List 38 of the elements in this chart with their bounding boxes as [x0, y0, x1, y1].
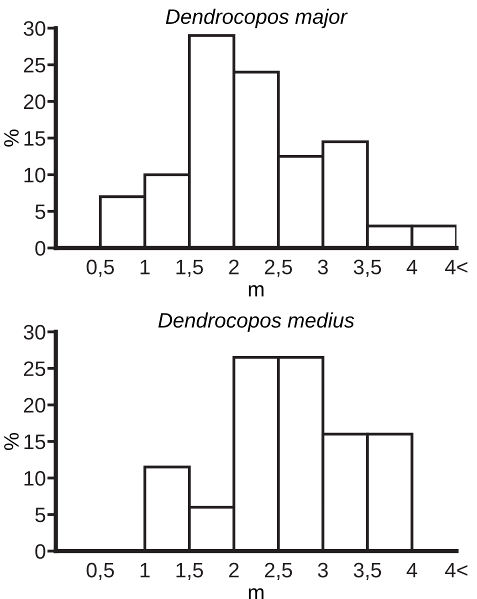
x-tick-label: 2 — [229, 260, 239, 274]
x-tick-label: 3 — [318, 260, 328, 274]
x-tick-label: 4< — [445, 562, 468, 578]
x-tick-label: 1,5 — [176, 260, 203, 277]
x-tick-label: 1 — [140, 562, 150, 578]
y-tick-label: 25 — [24, 361, 46, 376]
y-tick-label: 5 — [35, 508, 46, 522]
y-tick-label: 30 — [24, 324, 46, 340]
chart-title: Dendrocopos medius — [158, 312, 354, 332]
y-axis-title: % — [4, 130, 19, 147]
x-tick-label: 2,5 — [264, 562, 292, 580]
y-tick-label: 0 — [35, 240, 46, 256]
x-tick-label: 1,5 — [176, 562, 203, 580]
x-tick-label: 3 — [318, 562, 328, 578]
chart-title: Dendrocopos major — [166, 8, 348, 28]
y-tick-label: 20 — [24, 398, 46, 413]
y-tick-label: 10 — [24, 168, 46, 182]
x-tick-label: 0,5 — [86, 562, 114, 580]
x-tick-label: 2,5 — [264, 260, 292, 277]
y-tick-label: 30 — [24, 21, 46, 36]
y-tick-label: 25 — [24, 58, 46, 73]
x-tick-label: 3,5 — [354, 562, 382, 580]
x-tick-label: 4 — [406, 562, 418, 578]
y-tick-label: 15 — [24, 434, 46, 450]
x-tick-label: 2 — [229, 562, 239, 578]
x-tick-label: 4 — [406, 260, 418, 274]
x-axis-title: m — [248, 285, 264, 296]
y-axis-title: % — [4, 432, 19, 450]
x-axis-title: m — [248, 588, 264, 599]
x-tick-label: 4< — [445, 260, 468, 274]
x-tick-label: 0,5 — [86, 260, 114, 277]
y-tick-label: 0 — [35, 544, 46, 559]
y-tick-label: 5 — [35, 204, 46, 220]
x-tick-label: 1 — [140, 260, 150, 274]
y-tick-label: 15 — [24, 131, 46, 146]
y-tick-label: 20 — [24, 94, 46, 110]
x-tick-label: 3,5 — [354, 260, 382, 277]
y-tick-label: 10 — [24, 471, 46, 486]
